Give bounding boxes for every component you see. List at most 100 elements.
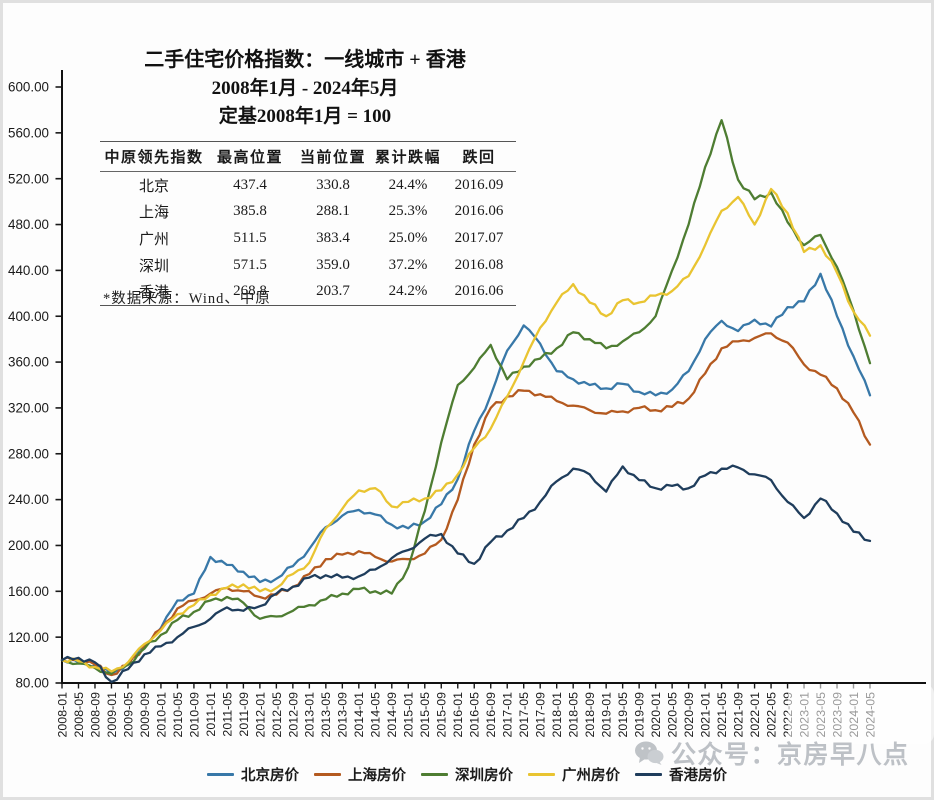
svg-text:2014-09: 2014-09 (385, 692, 399, 738)
svg-text:2013-01: 2013-01 (303, 692, 317, 738)
svg-text:2008-01: 2008-01 (55, 692, 69, 738)
svg-text:2021-05: 2021-05 (715, 692, 729, 738)
svg-text:2009-05: 2009-05 (121, 692, 135, 738)
svg-text:80.00: 80.00 (15, 676, 49, 691)
legend-label: 香港房价 (669, 768, 727, 784)
legend: 北京房价 上海房价 深圳房价 广州房价 香港房价 (0, 764, 934, 785)
table-cell: 香港 (138, 285, 169, 302)
legend-label: 北京房价 (241, 768, 299, 784)
table-cell: 37.2% (388, 256, 428, 273)
legend-item: 香港房价 (635, 764, 727, 785)
table-header-cell: 当前位置 (292, 141, 374, 172)
svg-text:2011-01: 2011-01 (204, 692, 218, 737)
table-cell: 2017.07 (454, 229, 504, 246)
chart-subtitle-range: 2008年1月 - 2024年5月 (211, 78, 399, 99)
svg-text:2013-09: 2013-09 (336, 692, 350, 738)
svg-text:2018-01: 2018-01 (550, 692, 564, 738)
table-cell: 25.3% (388, 203, 428, 220)
table-cell: 广州 (138, 231, 169, 248)
table-cell: 深圳 (138, 258, 169, 275)
svg-text:2008-05: 2008-05 (72, 692, 86, 738)
svg-text:160.00: 160.00 (8, 584, 49, 599)
table-cell: 268.8 (233, 283, 267, 300)
svg-text:2018-05: 2018-05 (567, 692, 581, 738)
table-row: 香港 268.8 203.7 24.2% 2016.06 (100, 278, 516, 305)
table-row: 广州 511.5 383.4 25.0% 2017.07 (100, 225, 516, 252)
chart-subtitle-base: 定基2008年1月 = 100 (218, 106, 392, 127)
svg-text:2015-01: 2015-01 (402, 692, 416, 738)
svg-text:2020-09: 2020-09 (682, 692, 696, 738)
table-cell: 上海 (138, 205, 169, 222)
svg-text:2009-01: 2009-01 (105, 692, 119, 738)
chart-title: 二手住宅价格指数：一线城市 + 香港 (144, 49, 466, 71)
table-header-cell: 累计跌幅 (374, 141, 442, 172)
chart-title-block: 二手住宅价格指数：一线城市 + 香港 2008年1月 - 2024年5月 定基2… (70, 46, 540, 131)
svg-text:2022-01: 2022-01 (748, 692, 762, 738)
legend-label: 广州房价 (562, 768, 620, 784)
legend-line-swatch (528, 773, 555, 776)
watermark: 公众号：京房早八点 (634, 735, 910, 771)
svg-text:440.00: 440.00 (8, 263, 49, 278)
table-cell: 571.5 (233, 256, 267, 273)
table-cell: 2016.06 (454, 283, 504, 300)
svg-text:400.00: 400.00 (8, 309, 49, 324)
svg-text:560.00: 560.00 (8, 125, 49, 140)
table-cell: 203.7 (316, 283, 350, 300)
legend-line-swatch (207, 773, 234, 776)
svg-text:2009-09: 2009-09 (138, 692, 152, 738)
table-cell: 288.1 (316, 203, 350, 220)
legend-line-swatch (421, 773, 448, 776)
svg-text:120.00: 120.00 (8, 630, 49, 645)
svg-text:2015-05: 2015-05 (418, 692, 432, 738)
svg-text:2011-05: 2011-05 (220, 692, 234, 737)
table-header-cell: 跌回 (442, 141, 516, 172)
svg-text:2012-09: 2012-09 (286, 692, 300, 738)
table-cell: 511.5 (233, 229, 267, 246)
table-cell: 359.0 (316, 256, 350, 273)
table-cell: 2016.09 (454, 176, 504, 193)
svg-text:360.00: 360.00 (8, 355, 49, 370)
svg-text:2019-01: 2019-01 (600, 692, 614, 738)
legend-item: 广州房价 (528, 764, 620, 785)
svg-text:2020-05: 2020-05 (666, 692, 680, 738)
svg-text:2010-01: 2010-01 (154, 692, 168, 738)
svg-text:2019-05: 2019-05 (616, 692, 630, 738)
table-cell: 25.0% (388, 229, 428, 246)
legend-item: 深圳房价 (421, 764, 513, 785)
legend-item: 上海房价 (314, 764, 406, 785)
legend-line-swatch (314, 773, 341, 776)
svg-text:2014-01: 2014-01 (352, 692, 366, 738)
svg-text:2021-09: 2021-09 (731, 692, 745, 738)
table-cell: 437.4 (233, 176, 267, 193)
watermark-wash-overlay (788, 684, 934, 744)
svg-text:2015-09: 2015-09 (435, 692, 449, 738)
svg-text:2016-05: 2016-05 (468, 692, 482, 738)
svg-text:520.00: 520.00 (8, 171, 49, 186)
svg-text:2021-01: 2021-01 (699, 692, 713, 738)
svg-text:2012-01: 2012-01 (253, 692, 267, 738)
legend-line-swatch (635, 773, 662, 776)
table-row: 深圳 571.5 359.0 37.2% 2016.08 (100, 252, 516, 279)
watermark-text: 公众号：京房早八点 (671, 741, 910, 769)
svg-text:320.00: 320.00 (8, 401, 49, 416)
wechat-icon (635, 741, 664, 765)
svg-text:2019-09: 2019-09 (633, 692, 647, 738)
svg-text:2011-09: 2011-09 (237, 692, 251, 737)
table-cell: 24.2% (388, 283, 428, 300)
table-cell: 2016.06 (454, 203, 504, 220)
stats-table: 中原领先指数 最高位置 当前位置 累计跌幅 跌回 北京 437.4 330.8 24.4% 20… (100, 141, 516, 306)
svg-text:280.00: 280.00 (8, 446, 49, 461)
svg-text:2017-01: 2017-01 (501, 692, 515, 738)
svg-text:2010-09: 2010-09 (187, 692, 201, 738)
svg-text:2018-09: 2018-09 (583, 692, 597, 738)
svg-text:600.00: 600.00 (8, 80, 49, 95)
data-source-footnote: *数据来源：Wind、中原 (103, 291, 271, 307)
svg-text:2010-05: 2010-05 (171, 692, 185, 738)
table-cell: 24.4% (388, 176, 428, 193)
svg-text:200.00: 200.00 (8, 538, 49, 553)
table-cell: 383.4 (316, 229, 350, 246)
chart-plot: 80.00 120.00 160.00 200.00 240.00 280.00 320.0… (8, 70, 926, 738)
table-row: 北京 437.4 330.8 24.4% 2016.09 (100, 172, 516, 199)
table-header-cell: 最高位置 (208, 141, 292, 172)
